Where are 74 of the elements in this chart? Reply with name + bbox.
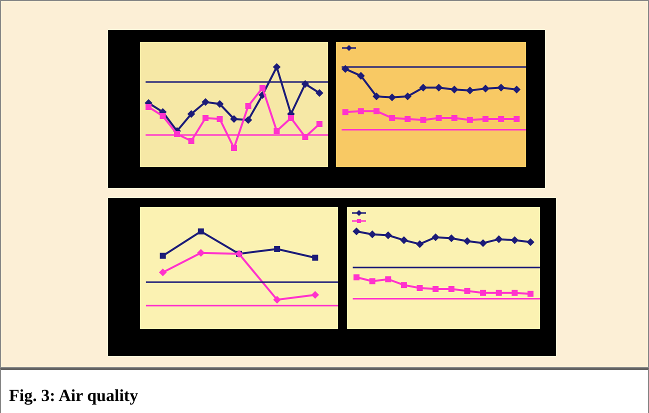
point	[311, 290, 320, 299]
point	[274, 246, 280, 252]
point	[466, 116, 473, 123]
point	[512, 290, 518, 296]
point	[416, 240, 424, 248]
point	[244, 116, 252, 124]
point	[498, 116, 504, 122]
point	[448, 234, 456, 242]
point	[480, 290, 486, 296]
point	[368, 230, 376, 238]
point	[160, 113, 166, 119]
point	[389, 114, 396, 121]
point	[352, 228, 360, 236]
point	[342, 109, 348, 116]
point	[400, 236, 408, 244]
point	[216, 116, 223, 122]
point	[497, 84, 505, 92]
point	[146, 104, 152, 110]
point	[404, 92, 412, 100]
point	[197, 248, 205, 257]
point	[510, 236, 519, 244]
point	[482, 84, 490, 92]
point	[272, 63, 281, 71]
point	[385, 276, 392, 282]
point	[463, 237, 472, 246]
point	[434, 84, 443, 92]
point	[316, 89, 324, 97]
point	[160, 252, 166, 259]
point	[526, 238, 534, 246]
point	[158, 268, 167, 276]
point	[312, 254, 318, 261]
point	[416, 285, 423, 292]
point	[198, 228, 204, 234]
point	[451, 114, 458, 121]
point	[273, 296, 281, 304]
point	[274, 128, 280, 134]
point	[357, 72, 365, 80]
point	[466, 86, 474, 94]
point	[482, 116, 489, 122]
point	[528, 290, 534, 297]
point	[496, 290, 502, 296]
point	[369, 278, 376, 284]
point	[384, 231, 392, 240]
point	[373, 108, 380, 114]
point	[400, 282, 407, 288]
point	[494, 235, 503, 244]
point	[288, 115, 294, 121]
point	[432, 286, 439, 292]
point	[432, 233, 440, 242]
point	[316, 121, 322, 127]
point	[404, 116, 411, 122]
point	[230, 115, 238, 123]
text: Fig. 3: Air quality	[9, 386, 138, 406]
point	[450, 86, 458, 94]
point	[259, 85, 266, 91]
point	[464, 288, 470, 294]
point	[372, 92, 380, 100]
point	[479, 239, 487, 248]
point	[358, 108, 364, 114]
point	[216, 100, 224, 108]
point	[187, 110, 196, 118]
point	[245, 103, 252, 109]
point	[231, 145, 237, 151]
point	[514, 116, 520, 122]
point	[436, 114, 442, 121]
point	[419, 84, 428, 92]
point	[188, 138, 194, 144]
point	[202, 98, 210, 106]
point	[512, 86, 521, 94]
point	[353, 274, 360, 280]
point	[448, 286, 454, 292]
point	[202, 115, 209, 121]
point	[388, 93, 396, 102]
point	[420, 116, 426, 123]
